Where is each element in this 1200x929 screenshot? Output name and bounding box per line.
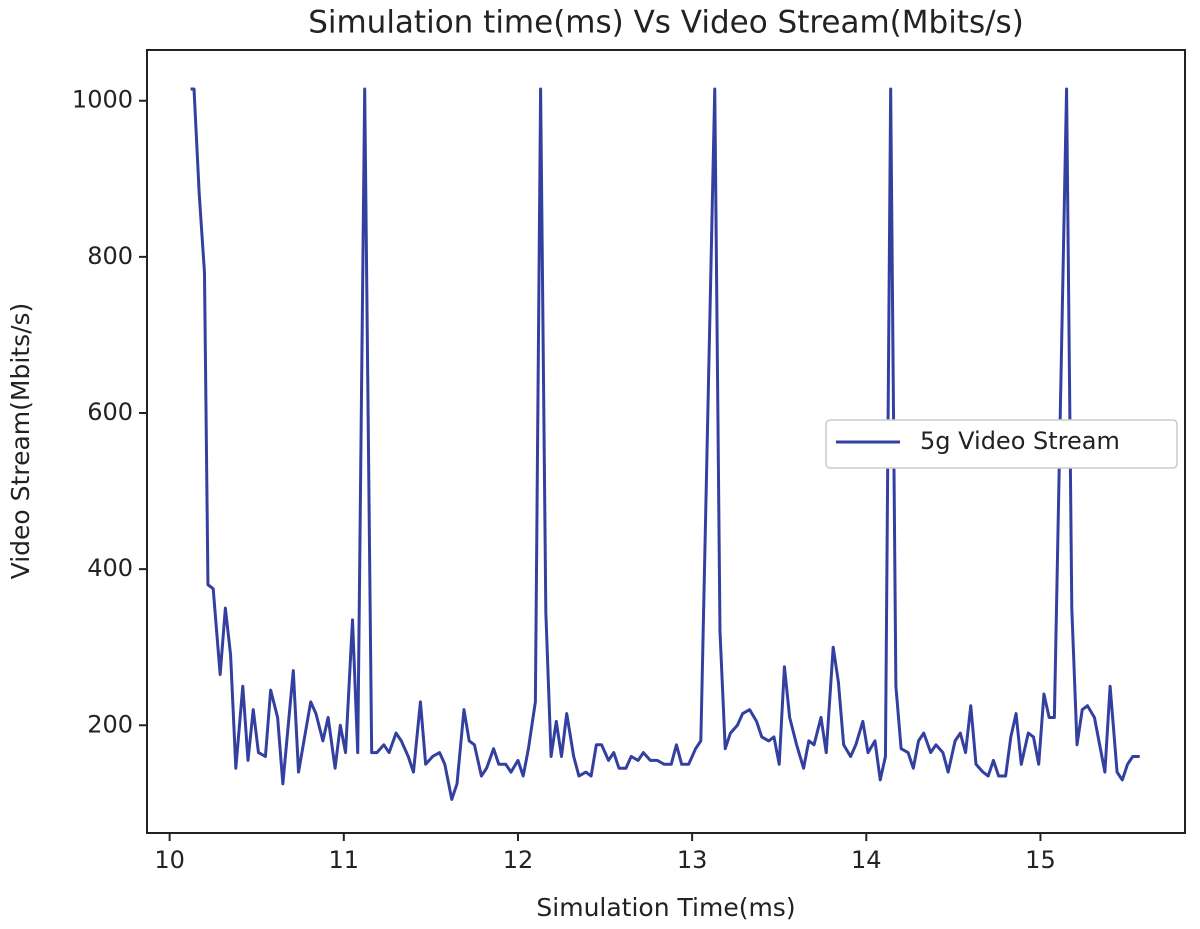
x-tick-label: 11 (329, 846, 360, 874)
x-tick-label: 13 (677, 846, 708, 874)
y-tick-label: 600 (87, 398, 133, 426)
x-tick-label: 15 (1025, 846, 1056, 874)
x-tick-label: 10 (154, 846, 185, 874)
y-tick-label: 400 (87, 554, 133, 582)
data-line (190, 87, 1140, 801)
y-tick-label: 1000 (72, 86, 133, 114)
plot-frame (146, 49, 1186, 834)
legend-box (825, 419, 1178, 469)
x-tick-label: 12 (503, 846, 534, 874)
y-tick-label: 200 (87, 710, 133, 738)
y-axis-label: Video Stream(Mbits/s) (6, 303, 35, 580)
y-tick-label: 800 (87, 242, 133, 270)
chart-title: Simulation time(ms) Vs Video Stream(Mbit… (308, 5, 1024, 41)
legend-label: 5g Video Stream (920, 427, 1120, 455)
x-tick-label: 14 (851, 846, 882, 874)
x-axis-label: Simulation Time(ms) (536, 893, 795, 922)
